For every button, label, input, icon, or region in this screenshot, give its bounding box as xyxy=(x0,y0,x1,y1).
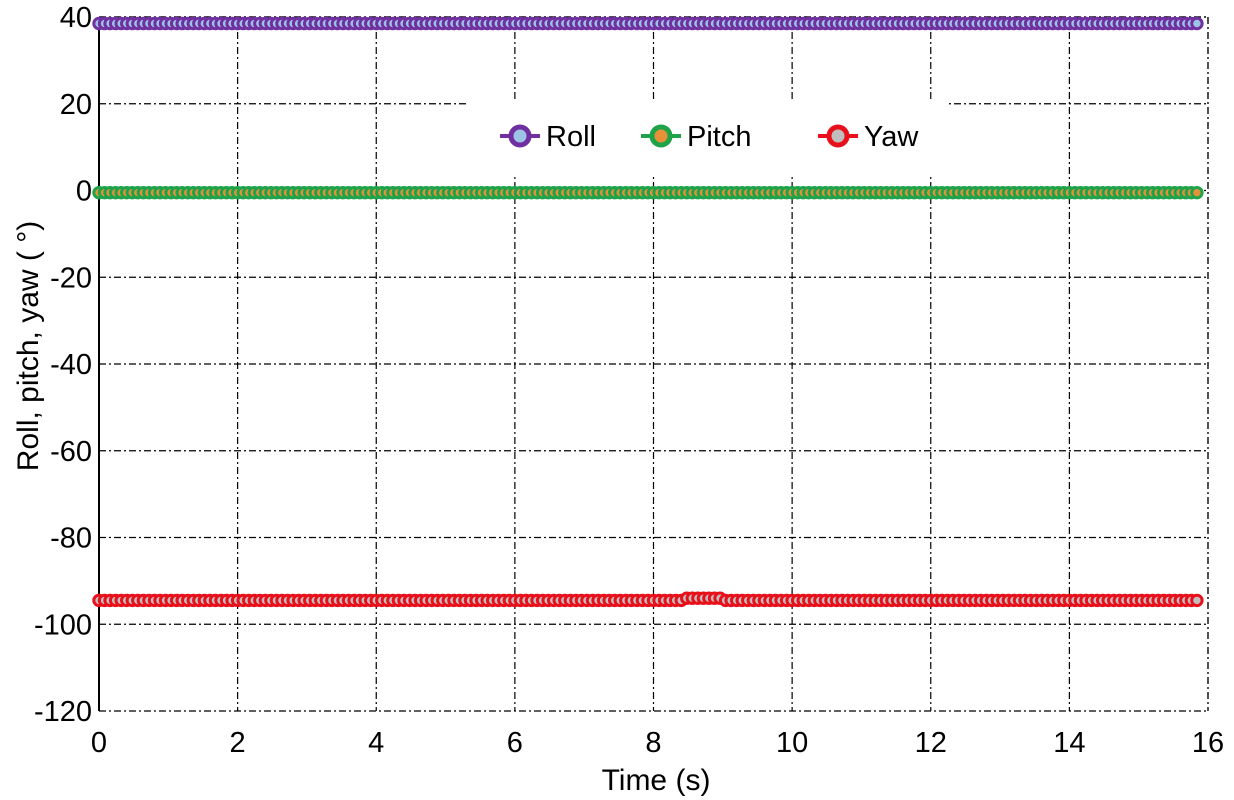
x-tick-label: 2 xyxy=(230,727,246,759)
legend-marker-pitch xyxy=(649,124,673,148)
x-axis-title: Time (s) xyxy=(602,764,711,797)
y-tick-label: -120 xyxy=(34,696,92,728)
tick-labels: 0 2 4 6 8 10 12 14 16 40 20 0 -20 -40 -60 -80 -100 -120 xyxy=(34,2,1224,759)
roll-point xyxy=(1190,16,1204,31)
yaw-point xyxy=(1190,593,1204,608)
legend-label-roll: Roll xyxy=(546,121,596,153)
x-tick-label: 6 xyxy=(507,727,523,759)
y-tick-label: -20 xyxy=(50,262,92,294)
x-tick-label: 14 xyxy=(1053,727,1085,759)
series-roll xyxy=(92,16,1204,31)
x-tick-label: 12 xyxy=(915,727,947,759)
legend-label-pitch: Pitch xyxy=(687,121,751,153)
x-tick-label: 0 xyxy=(91,727,107,759)
x-tick-label: 10 xyxy=(776,727,808,759)
y-tick-label: -40 xyxy=(50,349,92,381)
y-axis-title: Roll, pitch, yaw ( °) xyxy=(12,221,45,471)
x-tick-label: 16 xyxy=(1192,727,1224,759)
x-tick-label: 8 xyxy=(645,727,661,759)
series-layer xyxy=(92,16,1204,608)
y-tick-label: 0 xyxy=(76,176,92,208)
y-tick-label: 20 xyxy=(60,89,92,121)
legend-marker-yaw xyxy=(826,124,850,148)
y-tick-label: -100 xyxy=(34,609,92,641)
y-tick-label: 40 xyxy=(60,2,92,34)
legend: Roll Pitch Yaw xyxy=(466,100,946,174)
legend-label-yaw: Yaw xyxy=(864,121,919,153)
y-tick-label: -60 xyxy=(50,436,92,468)
series-yaw xyxy=(92,591,1204,608)
x-tick-label: 4 xyxy=(368,727,384,759)
legend-marker-roll xyxy=(508,124,532,148)
y-tick-label: -80 xyxy=(50,523,92,555)
series-pitch xyxy=(92,185,1204,200)
pitch-point xyxy=(1190,185,1204,200)
legend-box xyxy=(466,100,946,174)
